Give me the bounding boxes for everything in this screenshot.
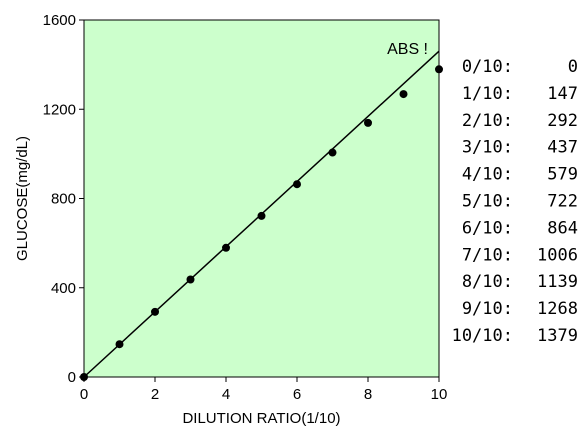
table-row-label: 2/10:: [462, 111, 513, 131]
data-point: [399, 90, 408, 99]
value-table: 0/10: 0 1/10: 147 2/10: 292 3/10: 437 4/10: 579 5/…: [452, 57, 578, 346]
data-point: [328, 148, 337, 157]
table-row-label: 8/10:: [462, 272, 513, 292]
table-row-label: 6/10:: [462, 218, 513, 238]
table-row-value: 0: [568, 57, 578, 77]
table-row-label: 3/10:: [462, 138, 513, 158]
table-row-value: 1379: [537, 326, 578, 346]
x-tick-label: 6: [293, 386, 301, 403]
data-point: [186, 275, 195, 284]
x-tick-label: 4: [222, 386, 230, 403]
x-tick-label: 10: [431, 386, 448, 403]
y-tick-label: 400: [51, 280, 76, 297]
table-row-label: 5/10:: [462, 192, 513, 212]
table-row-label: 4/10:: [462, 165, 513, 185]
plot-area: [83, 19, 440, 378]
data-point: [364, 118, 372, 127]
table-row-value: 1139: [537, 272, 578, 292]
x-tick-label: 8: [364, 386, 372, 403]
table-row-label: 1/10:: [462, 84, 513, 104]
data-point: [115, 340, 124, 349]
x-tick-label: 2: [151, 386, 159, 403]
table-row-value: 1268: [537, 299, 578, 319]
table-row-value: 722: [547, 192, 578, 212]
table-row-value: 437: [547, 138, 578, 158]
data-point: [293, 180, 301, 189]
abs-annotation: ABS !: [387, 41, 428, 58]
table-row-label: 9/10:: [462, 299, 513, 319]
table-row-label: 0/10:: [462, 57, 513, 77]
table-row-value: 864: [547, 218, 578, 238]
data-point: [151, 307, 159, 316]
table-row-value: 1006: [537, 245, 578, 265]
data-point: [222, 243, 230, 252]
y-tick-label: 0: [68, 369, 76, 386]
table-row-value: 147: [547, 84, 578, 104]
table-row-label: 7/10:: [462, 245, 513, 265]
x-axis-title: DILUTION RATIO(1/10): [182, 410, 340, 427]
table-row-value: 292: [547, 111, 578, 131]
y-tick-label: 800: [51, 191, 76, 208]
y-tick-label: 1600: [43, 12, 76, 29]
x-tick-label: 0: [80, 386, 88, 403]
data-point: [257, 211, 266, 220]
table-row-value: 579: [547, 165, 578, 185]
y-tick-label: 1200: [43, 101, 76, 118]
table-row-label: 10/10:: [452, 326, 513, 346]
data-point: [435, 65, 443, 74]
y-axis-title: GLUCOSE(mg/dL): [14, 136, 31, 261]
